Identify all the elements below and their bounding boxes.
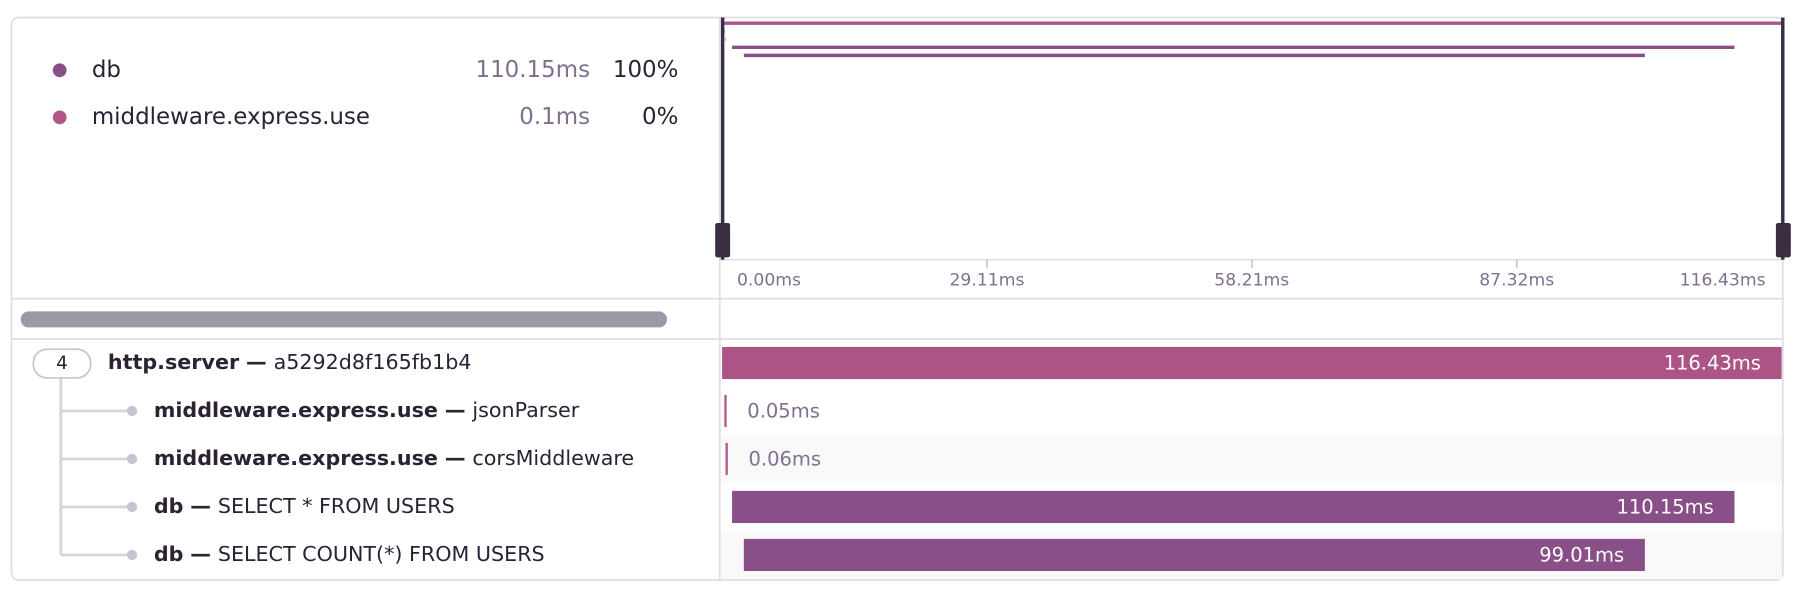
legend-dot [52,110,67,125]
span-text: middleware.express.use [154,398,438,422]
span-text: corsMiddleware [472,446,634,470]
span-duration: 110.15ms [1616,496,1713,519]
minimap-grip[interactable] [1775,222,1791,258]
span-text: — [445,398,466,422]
tick-label: 87.32ms [1479,270,1554,290]
span-text: — [246,350,267,374]
span-text: db [154,542,184,566]
span-text: SELECT * FROM USERS [218,494,455,518]
span-duration: 116.43ms [1664,352,1761,375]
tree-node [126,405,138,417]
span-text: — [190,542,211,566]
children-count: 4 [56,353,68,374]
tick-label: 0.00ms [737,270,801,290]
tick-label: 116.43ms [1680,270,1766,290]
span-text: — [445,446,466,470]
span-bar [743,538,1645,572]
span-text: http.server [108,350,240,374]
scrollbar[interactable] [20,311,667,328]
span-text: db [154,494,184,518]
span-bar [722,346,1782,380]
span-bar [732,490,1735,524]
span-bar [725,442,728,476]
tree-node [126,549,138,561]
tick-label: 58.21ms [1214,270,1289,290]
span-text: jsonParser [471,398,579,422]
tick-label: 29.11ms [949,270,1024,290]
legend-percent: 0% [642,104,678,130]
legend-duration: 110.15ms [475,57,590,83]
span-text: SELECT COUNT(*) FROM USERS [218,542,545,566]
span-duration: 0.05ms [747,400,820,423]
span-label[interactable]: http.server — a5292d8f165fb1b4 [108,350,472,374]
span-text: — [190,494,211,518]
children-badge[interactable] [32,348,92,379]
span-duration: 99.01ms [1539,544,1624,567]
span-label[interactable]: db — SELECT * FROM USERS [154,494,455,518]
span-bar [724,394,727,428]
tree-node [126,501,138,513]
row-background [720,434,1782,483]
span-duration: 0.06ms [748,448,821,471]
legend-percent: 100% [613,57,679,83]
tree-node [126,453,138,465]
legend-duration: 0.1ms [519,104,590,130]
legend-name: db [92,57,121,83]
span-label[interactable]: db — SELECT COUNT(*) FROM USERS [154,542,545,566]
legend-dot [52,63,67,78]
minimap-grip[interactable] [715,222,731,258]
span-label[interactable]: middleware.express.use — jsonParser [154,398,580,422]
legend-name: middleware.express.use [92,104,370,130]
span-label[interactable]: middleware.express.use — corsMiddleware [154,446,634,470]
span-text: a5292d8f165fb1b4 [274,350,472,374]
span-text: middleware.express.use [154,446,438,470]
